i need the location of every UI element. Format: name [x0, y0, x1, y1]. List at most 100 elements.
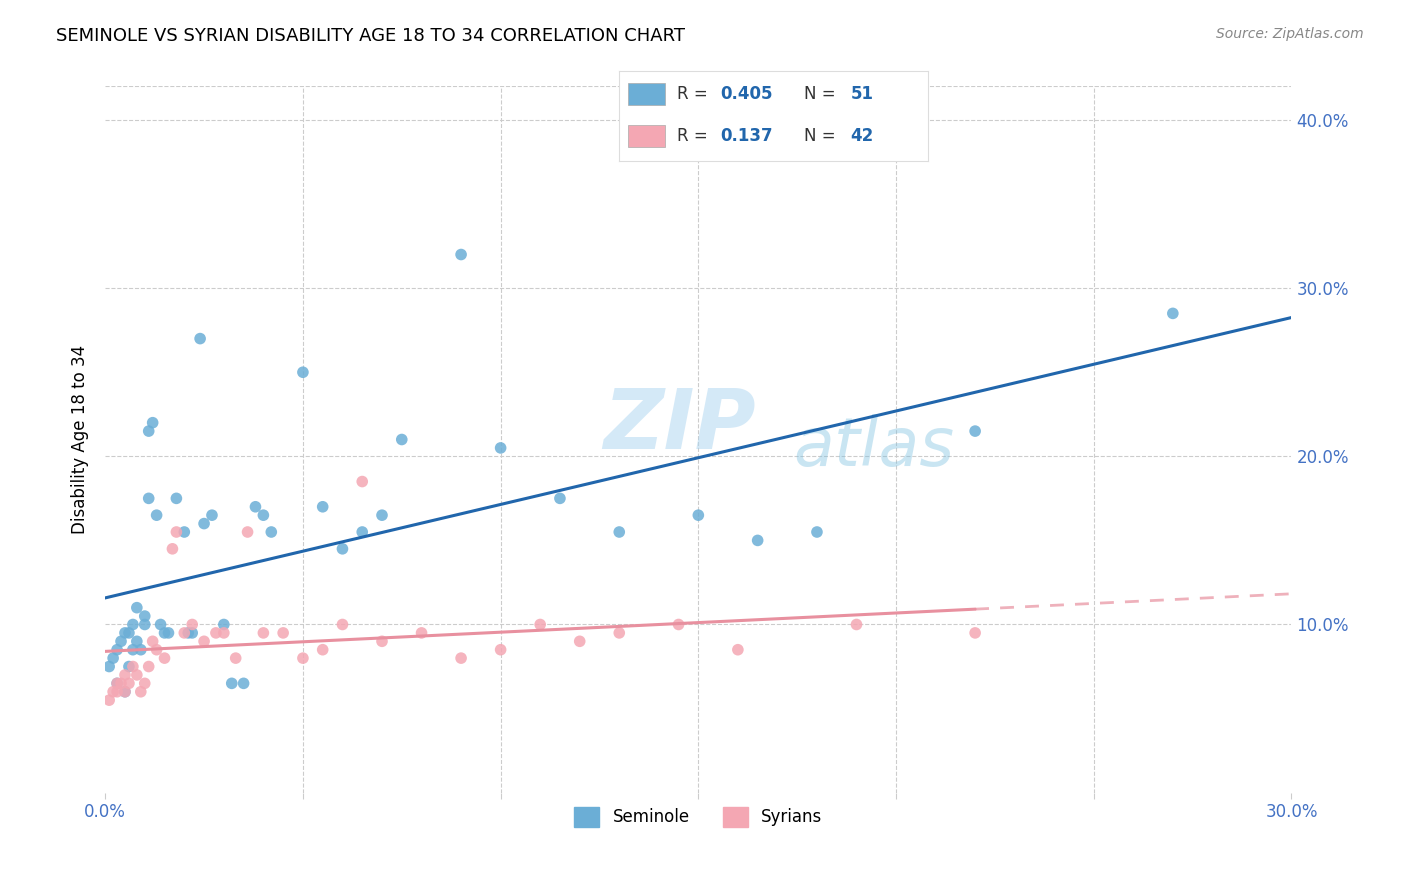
Point	[114, 626, 136, 640]
Point	[548, 491, 571, 506]
Point	[165, 491, 187, 506]
Point	[173, 626, 195, 640]
Point	[201, 508, 224, 523]
Point	[105, 676, 128, 690]
Text: ZIP: ZIP	[603, 384, 756, 466]
Point	[129, 642, 152, 657]
Point	[529, 617, 551, 632]
Text: N =: N =	[804, 85, 841, 103]
Point	[212, 626, 235, 640]
Point	[181, 617, 204, 632]
Point	[371, 508, 394, 523]
Point	[177, 626, 200, 640]
Point	[193, 634, 215, 648]
Text: 42: 42	[851, 128, 875, 145]
Point	[157, 626, 180, 640]
Legend: Seminole, Syrians: Seminole, Syrians	[568, 800, 830, 834]
Text: N =: N =	[804, 128, 841, 145]
Point	[965, 626, 987, 640]
Point	[806, 524, 828, 539]
Point	[193, 516, 215, 531]
Point	[142, 416, 165, 430]
Point	[352, 524, 374, 539]
Point	[965, 424, 987, 438]
Point	[98, 659, 121, 673]
Point	[236, 524, 259, 539]
Point	[607, 524, 630, 539]
Point	[450, 247, 472, 261]
Point	[138, 424, 160, 438]
Point	[110, 676, 132, 690]
Point	[142, 634, 165, 648]
Point	[114, 668, 136, 682]
Point	[188, 332, 211, 346]
Point	[252, 508, 274, 523]
Point	[411, 626, 433, 640]
Point	[232, 676, 254, 690]
Point	[138, 659, 160, 673]
Point	[105, 642, 128, 657]
Point	[489, 441, 512, 455]
Point	[245, 500, 267, 514]
Point	[291, 365, 314, 379]
Point	[221, 676, 243, 690]
Text: R =: R =	[678, 85, 713, 103]
Text: 0.137: 0.137	[721, 128, 773, 145]
Point	[165, 524, 187, 539]
Point	[118, 659, 141, 673]
Text: 51: 51	[851, 85, 873, 103]
Text: atlas: atlas	[793, 414, 955, 480]
Point	[105, 685, 128, 699]
Point	[173, 524, 195, 539]
Point	[129, 685, 152, 699]
Text: Source: ZipAtlas.com: Source: ZipAtlas.com	[1216, 27, 1364, 41]
FancyBboxPatch shape	[628, 125, 665, 147]
Point	[727, 642, 749, 657]
Y-axis label: Disability Age 18 to 34: Disability Age 18 to 34	[72, 345, 89, 534]
Point	[312, 642, 335, 657]
Point	[607, 626, 630, 640]
Point	[668, 617, 690, 632]
Point	[114, 685, 136, 699]
Point	[332, 541, 354, 556]
Text: R =: R =	[678, 128, 713, 145]
Point	[145, 508, 167, 523]
Point	[271, 626, 294, 640]
Point	[118, 626, 141, 640]
Point	[747, 533, 769, 548]
Point	[162, 541, 184, 556]
Point	[212, 617, 235, 632]
Point	[153, 651, 176, 665]
Point	[101, 685, 124, 699]
Point	[260, 524, 283, 539]
Point	[145, 642, 167, 657]
Point	[138, 491, 160, 506]
Point	[134, 609, 156, 624]
Point	[312, 500, 335, 514]
Text: SEMINOLE VS SYRIAN DISABILITY AGE 18 TO 34 CORRELATION CHART: SEMINOLE VS SYRIAN DISABILITY AGE 18 TO …	[56, 27, 685, 45]
Point	[122, 617, 145, 632]
Point	[125, 668, 148, 682]
Point	[110, 634, 132, 648]
Point	[134, 617, 156, 632]
Point	[105, 676, 128, 690]
Text: 0.405: 0.405	[721, 85, 773, 103]
Point	[118, 676, 141, 690]
Point	[371, 634, 394, 648]
Point	[134, 676, 156, 690]
Point	[125, 600, 148, 615]
Point	[352, 475, 374, 489]
Point	[391, 433, 413, 447]
Point	[489, 642, 512, 657]
Point	[114, 685, 136, 699]
Point	[122, 659, 145, 673]
Point	[125, 634, 148, 648]
Point	[153, 626, 176, 640]
Point	[205, 626, 228, 640]
FancyBboxPatch shape	[628, 83, 665, 105]
Point	[149, 617, 172, 632]
Point	[450, 651, 472, 665]
Point	[101, 651, 124, 665]
Point	[688, 508, 710, 523]
Point	[225, 651, 247, 665]
